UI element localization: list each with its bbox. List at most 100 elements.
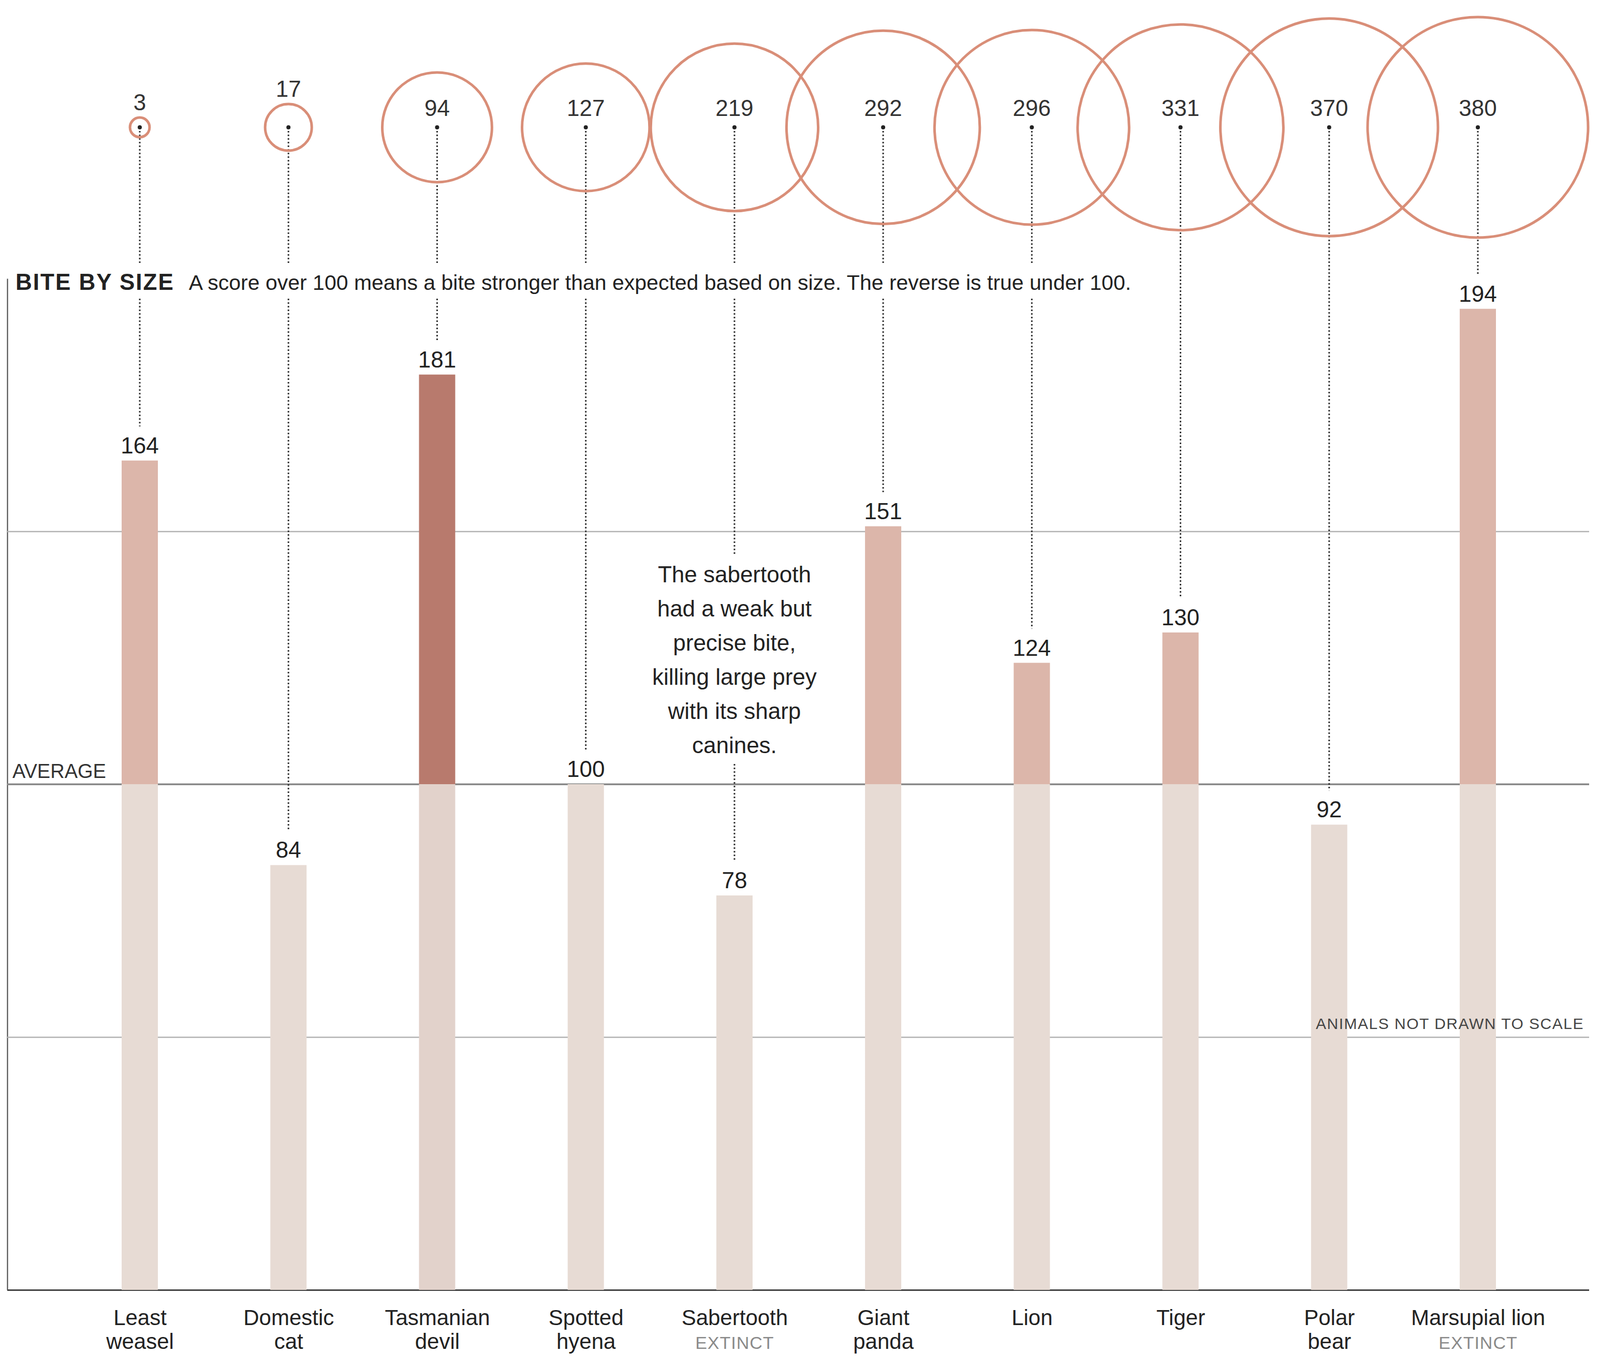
x-tick: SabertoothEXTINCT — [681, 1305, 789, 1353]
bite-force-label: 331 — [1161, 95, 1200, 121]
connector — [882, 298, 885, 493]
center-dot — [732, 125, 737, 130]
element: Polar — [1303, 1305, 1355, 1330]
element: Giant — [857, 1305, 910, 1330]
category-label: Marsupial lion — [1411, 1305, 1546, 1330]
bite-force-label: 3 — [133, 89, 146, 115]
bar-value-label: 194 — [1458, 281, 1497, 307]
x-tick: Spottedhyena — [548, 1305, 624, 1354]
category-label: Leastweasel — [105, 1305, 174, 1354]
bar — [1459, 309, 1496, 1290]
element: weasel — [105, 1329, 174, 1354]
bite-circle — [1367, 17, 1589, 238]
bar — [270, 864, 307, 1290]
bite-circle — [786, 30, 980, 224]
category-label: Spottedhyena — [548, 1305, 624, 1354]
bite-force-label: 127 — [566, 95, 605, 121]
reference-line — [7, 783, 1590, 786]
bar-value-label: 181 — [418, 346, 457, 373]
bar-value-label: 124 — [1013, 635, 1051, 661]
bar-value-label: 92 — [1316, 796, 1342, 822]
chart-container: AVERAGE317941272192922963313703801648418… — [0, 0, 1600, 1367]
x-tick: Leastweasel — [105, 1305, 174, 1354]
bite-circle — [382, 72, 493, 183]
center-dot — [1029, 125, 1034, 130]
x-tick: Polarbear — [1303, 1305, 1355, 1354]
bite-force-label: 94 — [424, 95, 450, 121]
bite-circle — [1077, 24, 1284, 231]
texts: 3179412721929229633137038016484181100781… — [10, 76, 1497, 893]
subtitle: A score over 100 means a bite stronger t… — [188, 270, 1132, 295]
bar-value-label: 84 — [275, 837, 302, 863]
grid-tick — [7, 784, 1590, 785]
bar — [716, 895, 753, 1290]
x-tick: Tiger — [1156, 1305, 1206, 1330]
connector — [436, 127, 438, 266]
center-dot — [137, 125, 142, 130]
annotation: The sabertoothhad a weak butprecise bite… — [646, 555, 824, 765]
category-label: Domesticcat — [243, 1305, 334, 1354]
category-label: Giantpanda — [853, 1305, 914, 1354]
bite-force-label: 17 — [275, 76, 302, 102]
bite-circle — [1220, 18, 1438, 237]
bite-circle — [129, 117, 150, 138]
x-tick: Lion — [1011, 1305, 1053, 1330]
element: hyena — [556, 1329, 616, 1354]
category-label: Polarbear — [1303, 1305, 1355, 1354]
element: Tasmanian — [384, 1305, 490, 1330]
center-dot — [286, 125, 291, 130]
connector — [1477, 127, 1479, 275]
element: precise bite, — [672, 629, 796, 656]
element: Lion — [1011, 1305, 1053, 1330]
connector — [139, 127, 141, 266]
center-dot — [583, 125, 589, 130]
title: BITE BY SIZE — [15, 269, 175, 295]
element: canines. — [692, 732, 777, 758]
bar-value-label: 78 — [721, 867, 747, 893]
bars — [121, 309, 1496, 1290]
grid-line — [7, 531, 1590, 533]
center-dot — [1327, 125, 1332, 130]
label-patch — [10, 265, 1137, 299]
connector — [882, 127, 885, 266]
grid-tick — [7, 1037, 1590, 1038]
element: with its sharp — [667, 698, 802, 724]
element: Spotted — [548, 1305, 624, 1330]
category-label: Tiger — [1156, 1305, 1206, 1330]
bite-circle — [934, 30, 1129, 225]
connector — [287, 127, 290, 266]
x-tick: Domesticcat — [243, 1305, 334, 1354]
element: The sabertooth — [657, 561, 812, 587]
x-tick: Giantpanda — [853, 1305, 914, 1354]
footnote: ANIMALS NOT DRAWN TO SCALE — [1315, 1015, 1584, 1033]
center-dot — [881, 125, 886, 130]
connectors — [139, 127, 1478, 862]
element: bear — [1307, 1329, 1352, 1354]
bite-force-label: 292 — [863, 95, 902, 121]
connector — [584, 127, 587, 266]
y-axis — [7, 279, 1590, 1291]
bar — [121, 460, 158, 1290]
title-row: BITE BY SIZE A score over 100 means a bit… — [10, 265, 1137, 299]
connector — [287, 298, 290, 831]
reference-label: AVERAGE — [12, 760, 107, 783]
x-tick: Marsupial lionEXTINCT — [1411, 1305, 1546, 1353]
connector — [139, 298, 141, 427]
category-label: Tasmaniandevil — [384, 1305, 490, 1354]
bar-value-label: 100 — [566, 756, 605, 782]
element: Marsupial lion — [1411, 1305, 1546, 1330]
grid-tick — [7, 1289, 1590, 1291]
bar — [864, 526, 902, 1290]
element: devil — [415, 1329, 460, 1354]
bar-value-label: 164 — [120, 432, 159, 459]
bar — [1013, 663, 1050, 1290]
connector — [1031, 298, 1033, 629]
connector — [1179, 127, 1182, 599]
center-dot — [434, 125, 439, 130]
bite-force-label: 219 — [715, 95, 754, 121]
bite-force-label: 380 — [1458, 95, 1497, 121]
category-label: Sabertooth — [681, 1305, 789, 1330]
grid-tick — [7, 531, 1590, 533]
element: killing large prey — [652, 664, 817, 690]
element: Domestic — [243, 1305, 334, 1330]
